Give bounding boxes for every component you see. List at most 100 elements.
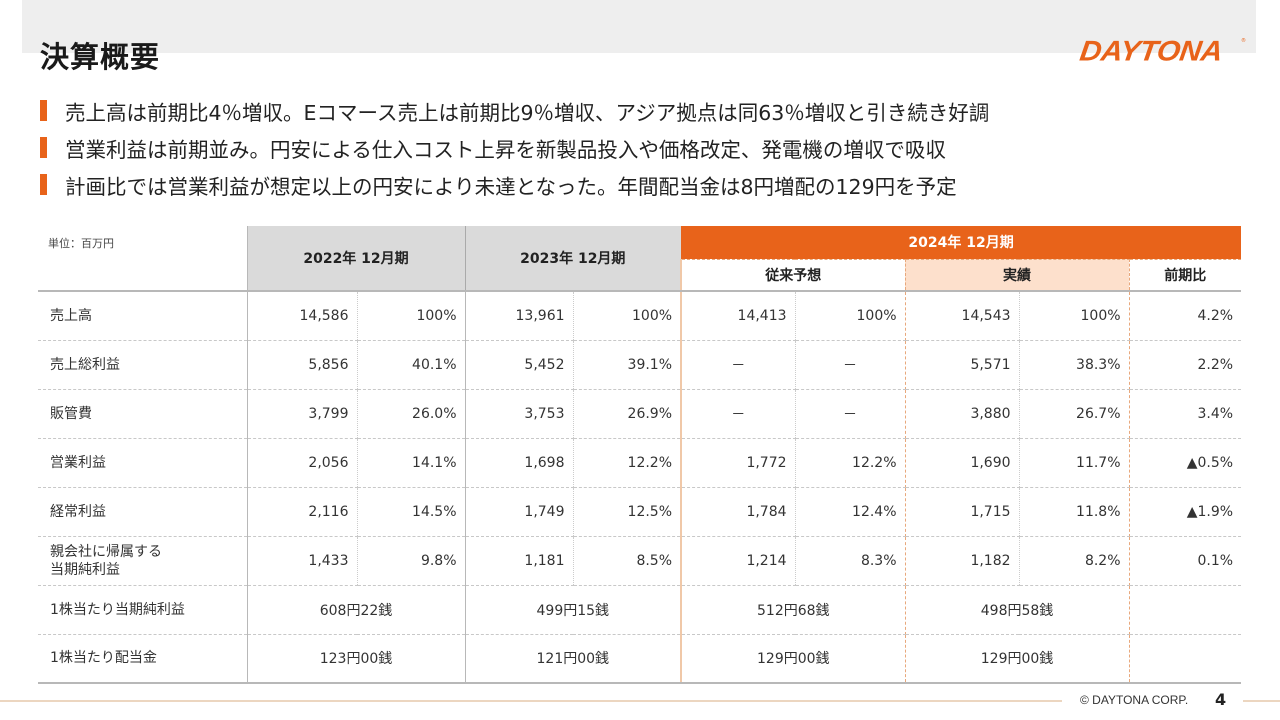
subheader-actual: 実績 (905, 258, 1130, 292)
financial-summary-table: 単位：百万円 2022年 12月期 2023年 12月期 2024年 12月期 … (38, 226, 1242, 684)
yoy-empty (1129, 634, 1242, 684)
yoy-change: 0.1% (1129, 536, 1242, 586)
ratio-forecast: 8.3% (795, 536, 906, 586)
header-band (22, 0, 1256, 53)
table-row: 売上高 14,586 100% 13,961 100% 14,413 100% … (38, 291, 1242, 341)
value-actual: 3,880 (905, 389, 1020, 439)
value-actual: 1,182 (905, 536, 1020, 586)
value-2022: 2,116 (247, 487, 358, 537)
ratio-actual: 38.3% (1019, 340, 1130, 390)
footer-divider (0, 700, 1062, 702)
registered-mark: ® (1241, 38, 1246, 44)
value-2022: 123円00銭 (247, 634, 466, 684)
yoy-empty (1129, 585, 1242, 635)
value-actual: 1,715 (905, 487, 1020, 537)
table-row: 経常利益 2,116 14.5% 1,749 12.5% 1,784 12.4%… (38, 487, 1242, 537)
value-2023: 5,452 (465, 340, 574, 390)
ratio-forecast: － (795, 389, 906, 439)
value-forecast: 14,413 (680, 291, 796, 341)
ratio-forecast: 12.4% (795, 487, 906, 537)
value-2022: 3,799 (247, 389, 358, 439)
ratio-2023: 39.1% (573, 340, 682, 390)
summary-bullet: 営業利益は前期並み。円安による仕入コスト上昇を新製品投入や価格改定、発電機の増収… (40, 129, 989, 166)
row-label: 売上高 (38, 291, 248, 341)
ratio-forecast: － (795, 340, 906, 390)
bullet-text: 計画比では営業利益が想定以上の円安により未達となった。年間配当金は8円増配の12… (65, 174, 957, 199)
value-forecast: 512円68銭 (680, 585, 906, 635)
ratio-2022: 9.8% (357, 536, 466, 586)
value-2022: 608円22銭 (247, 585, 466, 635)
row-label: 親会社に帰属する 当期純利益 (38, 536, 248, 586)
value-2022: 5,856 (247, 340, 358, 390)
yoy-change: 4.2% (1129, 291, 1242, 341)
row-label: 営業利益 (38, 438, 248, 488)
ratio-2022: 14.1% (357, 438, 466, 488)
ratio-actual: 11.8% (1019, 487, 1130, 537)
bullet-bar-icon (40, 137, 47, 158)
value-forecast: 1,214 (680, 536, 796, 586)
ratio-2023: 26.9% (573, 389, 682, 439)
value-2022: 14,586 (247, 291, 358, 341)
value-2022: 2,056 (247, 438, 358, 488)
value-2023: 121円00銭 (465, 634, 682, 684)
ratio-2022: 40.1% (357, 340, 466, 390)
yoy-change: ▲1.9% (1129, 487, 1242, 537)
bullet-text: 売上高は前期比4％増収。Eコマース売上は前期比9％増収、アジア拠点は同63％増収… (65, 100, 990, 125)
footer-divider (1243, 700, 1280, 702)
row-label: 販管費 (38, 389, 248, 439)
row-label: 売上総利益 (38, 340, 248, 390)
value-2023: 1,749 (465, 487, 574, 537)
copyright: © DAYTONA CORP. (1080, 693, 1189, 707)
row-label: 1株当たり配当金 (38, 634, 248, 684)
period-header-2023: 2023年 12月期 (465, 226, 682, 292)
bullet-text: 営業利益は前期並み。円安による仕入コスト上昇を新製品投入や価格改定、発電機の増収… (65, 137, 946, 162)
bullet-bar-icon (40, 174, 47, 195)
ratio-2022: 26.0% (357, 389, 466, 439)
value-forecast: 1,772 (680, 438, 796, 488)
value-2022: 1,433 (247, 536, 358, 586)
ratio-2022: 14.5% (357, 487, 466, 537)
yoy-change: ▲0.5% (1129, 438, 1242, 488)
value-2023: 1,698 (465, 438, 574, 488)
daytona-logo: DAYTONA (1077, 35, 1225, 68)
unit-label: 単位：百万円 (38, 226, 248, 292)
row-label: 経常利益 (38, 487, 248, 537)
ratio-2023: 12.5% (573, 487, 682, 537)
yoy-change: 3.4% (1129, 389, 1242, 439)
page-title: 決算概要 (40, 40, 161, 74)
row-label: 1株当たり当期純利益 (38, 585, 248, 635)
value-actual: 5,571 (905, 340, 1020, 390)
ratio-actual: 8.2% (1019, 536, 1130, 586)
value-2023: 3,753 (465, 389, 574, 439)
value-actual: 129円00銭 (905, 634, 1130, 684)
value-forecast: － (680, 389, 796, 439)
yoy-change: 2.2% (1129, 340, 1242, 390)
row-label-line2: 当期純利益 (50, 561, 120, 578)
value-forecast: － (680, 340, 796, 390)
table-row: 売上総利益 5,856 40.1% 5,452 39.1% － － 5,571 … (38, 340, 1242, 390)
value-actual: 14,543 (905, 291, 1020, 341)
row-label-line1: 親会社に帰属する (50, 543, 162, 560)
ratio-2023: 8.5% (573, 536, 682, 586)
value-actual: 498円58銭 (905, 585, 1130, 635)
value-2023: 1,181 (465, 536, 574, 586)
value-forecast: 129円00銭 (680, 634, 906, 684)
ratio-2023: 100% (573, 291, 682, 341)
table-row: 営業利益 2,056 14.1% 1,698 12.2% 1,772 12.2%… (38, 438, 1242, 488)
table-row: 1株当たり当期純利益 608円22銭 499円15銭 512円68銭 498円5… (38, 585, 1242, 635)
table-row: 1株当たり配当金 123円00銭 121円00銭 129円00銭 129円00銭 (38, 634, 1242, 684)
ratio-actual: 26.7% (1019, 389, 1130, 439)
value-2023: 499円15銭 (465, 585, 682, 635)
value-2023: 13,961 (465, 291, 574, 341)
table-row: 親会社に帰属する 当期純利益 1,433 9.8% 1,181 8.5% 1,2… (38, 536, 1242, 586)
value-actual: 1,690 (905, 438, 1020, 488)
period-header-2024: 2024年 12月期 (681, 226, 1242, 259)
ratio-actual: 11.7% (1019, 438, 1130, 488)
ratio-forecast: 12.2% (795, 438, 906, 488)
table-row: 販管費 3,799 26.0% 3,753 26.9% － － 3,880 26… (38, 389, 1242, 439)
ratio-2023: 12.2% (573, 438, 682, 488)
summary-bullets: 売上高は前期比4％増収。Eコマース売上は前期比9％増収、アジア拠点は同63％増収… (40, 92, 989, 203)
summary-bullet: 売上高は前期比4％増収。Eコマース売上は前期比9％増収、アジア拠点は同63％増収… (40, 92, 989, 129)
ratio-actual: 100% (1019, 291, 1130, 341)
ratio-2022: 100% (357, 291, 466, 341)
